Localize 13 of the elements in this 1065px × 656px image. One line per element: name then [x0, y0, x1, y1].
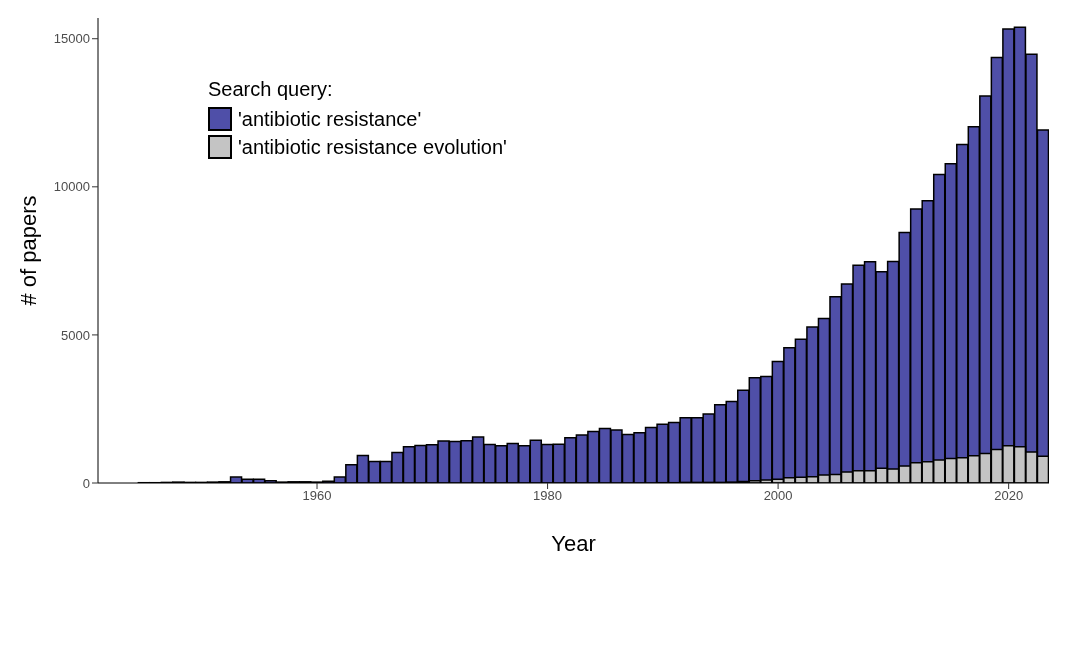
x-tick-label: 1980	[533, 488, 563, 504]
legend-title: Search query:	[208, 78, 334, 101]
y-tick-label: 5000	[61, 327, 90, 343]
y-tick-label: 10000	[53, 179, 90, 195]
x-tick-label: 1960	[302, 488, 332, 504]
x-tick-label: 2000	[763, 488, 793, 504]
legend-label: 'antibiotic resistance evolution'	[238, 135, 507, 159]
y-tick-label: 15000	[53, 31, 90, 47]
y-tick-label: 0	[82, 475, 90, 491]
x-axis-title: Year	[551, 531, 596, 556]
x-tick-label: 2020	[994, 488, 1024, 504]
y-axis-title: # of papers	[15, 195, 41, 306]
legend-label: 'antibiotic resistance'	[238, 107, 422, 131]
